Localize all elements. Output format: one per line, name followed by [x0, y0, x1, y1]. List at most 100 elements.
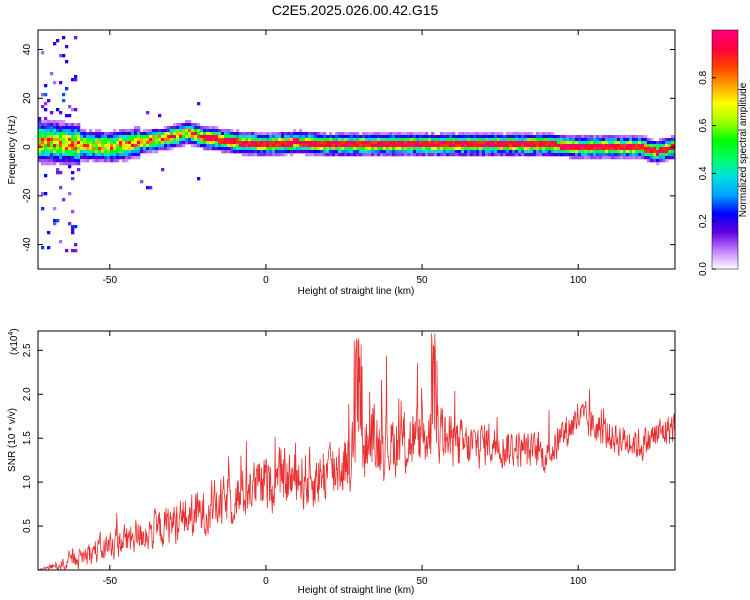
heatmap-cell [668, 150, 672, 154]
heatmap-cell [254, 147, 258, 151]
heatmap-cell [527, 135, 531, 139]
heatmap-cell [77, 135, 81, 139]
heatmap-cell [59, 150, 63, 154]
heatmap-cell [416, 138, 420, 142]
heatmap-cell [299, 150, 303, 154]
heatmap-cell [299, 144, 303, 148]
heatmap-cell [164, 132, 168, 136]
heatmap-cell [254, 141, 258, 145]
heatmap-cell [572, 141, 576, 145]
heatmap-cell [326, 147, 330, 151]
heatmap-cell [653, 159, 657, 163]
heatmap-cell [56, 168, 60, 172]
heatmap-cell [419, 144, 423, 148]
heatmap-cell [125, 138, 129, 142]
heatmap-cell [524, 132, 528, 136]
heatmap-cell [239, 141, 243, 145]
heatmap-cell [434, 150, 438, 154]
heatmap-cell [671, 147, 675, 151]
heatmap-cell [566, 138, 570, 142]
heatmap-cell [602, 147, 606, 151]
heatmap-cell [44, 129, 48, 133]
heatmap-cell [146, 135, 150, 139]
heatmap-cell [110, 150, 114, 154]
heatmap-cell [407, 135, 411, 139]
heatmap-cell [542, 135, 546, 139]
heatmap-cell [206, 141, 210, 145]
heatmap-cell [311, 135, 315, 139]
heatmap-cell [569, 156, 573, 160]
heatmap-cell [587, 153, 591, 157]
heatmap-cell [572, 138, 576, 142]
heatmap-cell [515, 150, 519, 154]
heatmap-cell [479, 141, 483, 145]
heatmap-cell [41, 93, 45, 97]
heatmap-cell [209, 126, 213, 130]
heatmap-cell [509, 153, 513, 157]
heatmap-cell [86, 135, 90, 139]
heatmap-cell [338, 144, 342, 148]
heatmap-cell [500, 135, 504, 139]
heatmap-cell [77, 138, 81, 142]
heatmap-cell [365, 135, 369, 139]
heatmap-cell [53, 159, 57, 163]
heatmap-cell [293, 150, 297, 154]
heatmap-cell [662, 159, 666, 163]
heatmap-cell [662, 141, 666, 145]
heatmap-cell [665, 156, 669, 160]
heatmap-cell [299, 135, 303, 139]
heatmap-cell [500, 141, 504, 145]
heatmap-cell [59, 129, 63, 133]
heatmap-cell [590, 153, 594, 157]
heatmap-cell [311, 141, 315, 145]
heatmap-cell [110, 132, 114, 136]
heatmap-cell [620, 141, 624, 145]
heatmap-cell [272, 144, 276, 148]
heatmap-cell [335, 153, 339, 157]
heatmap-cell [440, 141, 444, 145]
heatmap-cell [500, 144, 504, 148]
heatmap-cell [65, 126, 69, 130]
heatmap-cell [389, 135, 393, 139]
heatmap-cell [134, 138, 138, 142]
heatmap-cell [317, 138, 321, 142]
heatmap-cell [227, 135, 231, 139]
heatmap-cell [173, 123, 177, 127]
heatmap-cell [431, 153, 435, 157]
heatmap-cell [650, 156, 654, 160]
heatmap-cell [416, 144, 420, 148]
heatmap-cell [59, 120, 63, 124]
heatmap-cell [299, 138, 303, 142]
heatmap-cell [617, 156, 621, 160]
heatmap-cell [236, 135, 240, 139]
heatmap-cell [362, 135, 366, 139]
heatmap-cell [269, 147, 273, 151]
heatmap-cell [89, 156, 93, 160]
heatmap-cell [44, 153, 48, 157]
heatmap-cell [248, 135, 252, 139]
heatmap-cell [95, 129, 99, 133]
heatmap-cell [65, 60, 69, 64]
heatmap-cell [641, 135, 645, 139]
heatmap-cell [539, 132, 543, 136]
heatmap-cell [71, 156, 75, 160]
heatmap-cell [368, 144, 372, 148]
heatmap-cell [329, 135, 333, 139]
heatmap-cell [140, 147, 144, 151]
heatmap-cell [368, 138, 372, 142]
heatmap-cell [47, 147, 51, 151]
heatmap-cell [392, 153, 396, 157]
heatmap-cell [614, 141, 618, 145]
heatmap-cell [290, 153, 294, 157]
heatmap-cell [71, 135, 75, 139]
heatmap-cell [536, 135, 540, 139]
heatmap-cell [425, 132, 429, 136]
heatmap-cell [605, 135, 609, 139]
heatmap-cell [467, 141, 471, 145]
heatmap-cell [230, 147, 234, 151]
heatmap-cell [200, 141, 204, 145]
heatmap-cell [515, 147, 519, 151]
heatmap-cell [248, 147, 252, 151]
heatmap-cell [338, 150, 342, 154]
heatmap-cell [275, 147, 279, 151]
